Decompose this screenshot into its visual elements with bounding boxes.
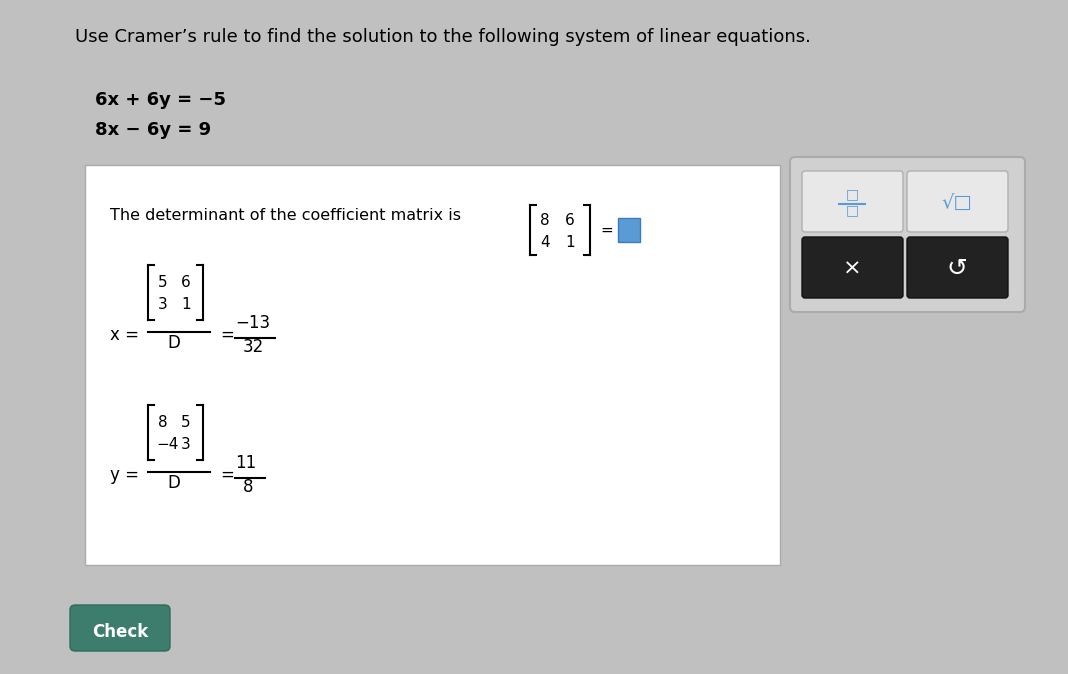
Text: 1: 1 xyxy=(565,235,575,250)
Text: 11: 11 xyxy=(235,454,256,472)
Text: 1: 1 xyxy=(180,297,190,312)
FancyBboxPatch shape xyxy=(907,237,1008,298)
FancyBboxPatch shape xyxy=(618,218,640,242)
FancyBboxPatch shape xyxy=(802,171,904,232)
Text: 6: 6 xyxy=(565,213,575,228)
Text: 8: 8 xyxy=(244,478,253,496)
Text: 8: 8 xyxy=(540,213,550,228)
Text: 6x + 6y = −5: 6x + 6y = −5 xyxy=(95,91,226,109)
Text: □: □ xyxy=(846,203,859,217)
Text: −4: −4 xyxy=(156,437,178,452)
Text: 4: 4 xyxy=(540,235,550,250)
Text: 6: 6 xyxy=(180,275,191,290)
Text: 8x − 6y = 9: 8x − 6y = 9 xyxy=(95,121,211,139)
Text: =: = xyxy=(220,326,234,344)
Text: x =: x = xyxy=(110,326,139,344)
Text: 32: 32 xyxy=(244,338,264,356)
Text: √□: √□ xyxy=(942,193,972,212)
Text: D: D xyxy=(167,334,179,352)
FancyBboxPatch shape xyxy=(907,171,1008,232)
Text: 5: 5 xyxy=(180,415,190,430)
Text: Check: Check xyxy=(92,623,148,641)
Text: □: □ xyxy=(846,187,859,201)
FancyBboxPatch shape xyxy=(802,237,904,298)
Text: y =: y = xyxy=(110,466,139,484)
FancyBboxPatch shape xyxy=(70,605,170,651)
Text: ↺: ↺ xyxy=(946,257,968,281)
Text: −13: −13 xyxy=(235,314,270,332)
Text: Use Cramer’s rule to find the solution to the following system of linear equatio: Use Cramer’s rule to find the solution t… xyxy=(75,28,811,46)
FancyBboxPatch shape xyxy=(85,165,780,565)
Text: The determinant of the coefficient matrix is: The determinant of the coefficient matri… xyxy=(110,208,471,223)
Text: 5: 5 xyxy=(158,275,168,290)
Text: 8: 8 xyxy=(158,415,168,430)
Text: 3: 3 xyxy=(158,297,168,312)
Text: D: D xyxy=(167,474,179,492)
Text: =: = xyxy=(220,466,234,484)
Text: =: = xyxy=(600,223,613,238)
FancyBboxPatch shape xyxy=(790,157,1025,312)
Text: ×: × xyxy=(843,259,861,279)
Text: 3: 3 xyxy=(180,437,191,452)
